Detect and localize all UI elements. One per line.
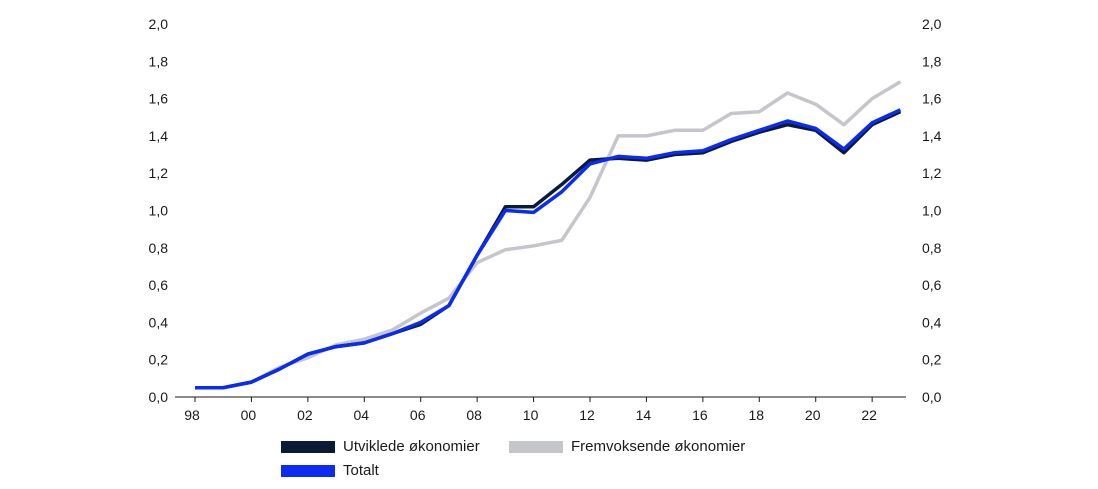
legend-item-totalt: Totalt: [281, 462, 379, 479]
x-tick-label: 10: [523, 407, 539, 423]
y-tick-label-left: 1,2: [149, 165, 169, 181]
series-line-totalt: [195, 108, 902, 390]
x-tick-label: 08: [466, 407, 482, 423]
y-tick-label-left: 1,4: [149, 128, 169, 144]
series-line-fremvoksende: [195, 80, 902, 390]
y-tick-label-left: 0,0: [149, 389, 169, 405]
x-tick-label: 02: [297, 407, 313, 423]
legend-label-fremvoksende: Fremvoksende økonomier: [571, 438, 746, 455]
legend-swatch-utviklede: [281, 440, 335, 453]
x-tick-label: 04: [353, 407, 369, 423]
x-tick-label: 14: [636, 407, 652, 423]
y-tick-label-left: 0,8: [149, 240, 169, 256]
x-tick-label: 00: [241, 407, 257, 423]
y-tick-label-right: 1,0: [922, 203, 942, 219]
x-tick-label: 22: [861, 407, 877, 423]
y-axis-left: 0,0 0,2 0,4 0,6 0,8 1,0 1,2 1,4 1,6 1,8 2,0: [149, 16, 169, 405]
y-tick-label-left: 2,0: [149, 16, 169, 32]
x-tick-label: 06: [410, 407, 426, 423]
y-tick-label-left: 1,6: [149, 91, 169, 107]
y-axis-right: 0,0 0,2 0,4 0,6 0,8 1,0 1,2 1,4 1,6 1,8 2,0: [922, 16, 942, 405]
y-tick-label-right: 0,2: [922, 352, 942, 368]
legend-item-utviklede: Utviklede økonomier: [281, 438, 480, 455]
x-tick-label: 16: [692, 407, 708, 423]
y-tick-label-left: 1,8: [149, 53, 169, 69]
y-tick-label-left: 0,6: [149, 277, 169, 293]
y-tick-label-left: 1,0: [149, 203, 169, 219]
y-tick-label-right: 0,0: [922, 389, 942, 405]
y-tick-label-right: 2,0: [922, 16, 942, 32]
legend-swatch-fremvoksende: [509, 440, 563, 453]
legend-item-fremvoksende: Fremvoksende økonomier: [509, 438, 745, 455]
y-tick-label-right: 1,6: [922, 91, 942, 107]
y-tick-label-right: 0,6: [922, 277, 942, 293]
line-chart: 0,0 0,2 0,4 0,6 0,8 1,0 1,2 1,4 1,6 1,8 2,0 0,0 0,2…: [149, 16, 942, 423]
y-tick-label-right: 1,8: [922, 53, 942, 69]
y-tick-label-right: 1,4: [922, 128, 942, 144]
y-tick-label-left: 0,2: [149, 352, 169, 368]
y-tick-label-right: 0,8: [922, 240, 942, 256]
y-tick-label-right: 1,2: [922, 165, 942, 181]
x-tick-label: 98: [184, 407, 200, 423]
series-line-utviklede: [195, 110, 902, 390]
y-tick-label-left: 0,4: [149, 314, 169, 330]
x-tick-label: 12: [579, 407, 595, 423]
legend-swatch-totalt: [281, 464, 335, 477]
x-tick-label: 18: [748, 407, 764, 423]
x-axis: 98 00 02 04 06 08 10 12 14 16 18 20 22: [175, 396, 906, 423]
legend-label-totalt: Totalt: [343, 462, 379, 479]
x-tick-label: 20: [805, 407, 821, 423]
series-lines: [195, 80, 902, 390]
legend-label-utviklede: Utviklede økonomier: [343, 438, 480, 455]
y-tick-label-right: 0,4: [922, 314, 942, 330]
